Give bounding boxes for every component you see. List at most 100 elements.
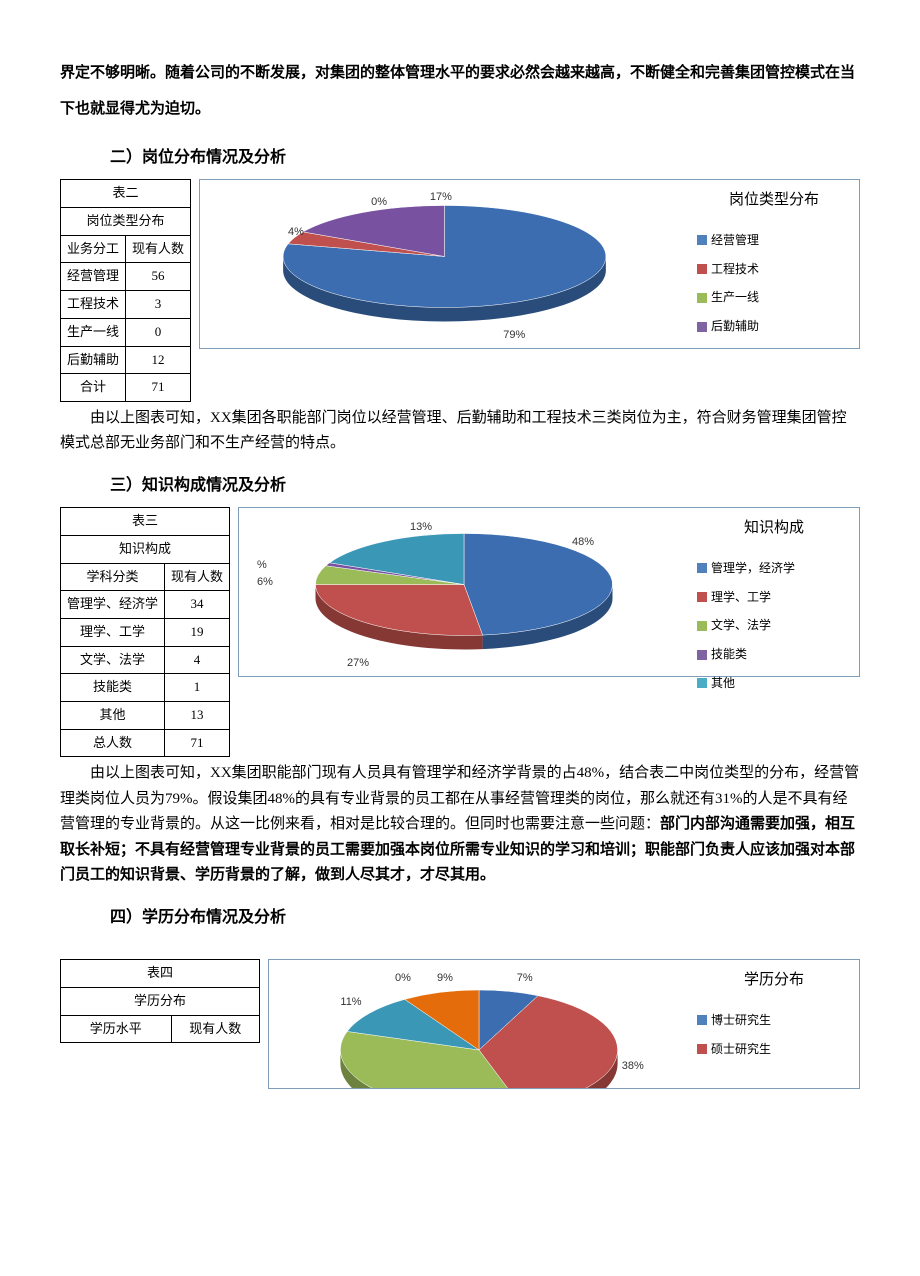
chart-title: 岗位类型分布 xyxy=(697,186,851,215)
chart-3: 48%27%6%%13% 知识构成 管理学，经济学理学、工学文学、法学技能类其他 xyxy=(238,507,860,677)
table-subtitle: 岗位类型分布 xyxy=(61,208,191,236)
col-header: 学历水平 xyxy=(61,1015,172,1043)
cell: 71 xyxy=(126,374,191,402)
pie-pct-label: 0% xyxy=(395,968,411,989)
section-2-block: 表二 岗位类型分布 业务分工 现有人数 经营管理56工程技术3生产一线0后勤辅助… xyxy=(60,179,860,402)
legend-item: 生产一线 xyxy=(697,286,851,309)
legend-item: 后勤辅助 xyxy=(697,315,851,338)
col-header: 业务分工 xyxy=(61,235,126,263)
table-3: 表三 知识构成 学科分类 现有人数 管理学、经济学34理学、工学19文学、法学4… xyxy=(60,507,230,757)
legend-label: 文学、法学 xyxy=(711,614,771,637)
cell: 0 xyxy=(126,318,191,346)
legend-item: 经营管理 xyxy=(697,229,851,252)
legend-swatch xyxy=(697,650,707,660)
table-row: 理学、工学19 xyxy=(61,619,230,647)
cell: 34 xyxy=(165,591,230,619)
chart-title: 学历分布 xyxy=(697,966,851,995)
cell: 3 xyxy=(126,291,191,319)
table-subtitle: 知识构成 xyxy=(61,535,230,563)
chart-4: 7% 38% 11% 9% 0% 学历分布 博士研究生硕士研究生 xyxy=(268,959,860,1089)
pie-pct-label: 13% xyxy=(410,517,432,538)
cell: 技能类 xyxy=(61,674,165,702)
cell: 合计 xyxy=(61,374,126,402)
pie-pct-label: 9% xyxy=(437,968,453,989)
section-2-title: 二）岗位分布情况及分析 xyxy=(110,143,860,173)
legend-label: 工程技术 xyxy=(711,258,759,281)
legend-label: 博士研究生 xyxy=(711,1009,771,1032)
table-caption: 表四 xyxy=(61,960,260,988)
chart-title: 知识构成 xyxy=(697,514,851,543)
cell: 1 xyxy=(165,674,230,702)
cell: 13 xyxy=(165,702,230,730)
legend-swatch xyxy=(697,1015,707,1025)
section-4-block: 表四 学历分布 学历水平 现有人数 7% 38% 11% 9% 0% 学历分布 博士研究… xyxy=(60,959,860,1089)
table-row: 其他13 xyxy=(61,702,230,730)
legend-swatch xyxy=(697,293,707,303)
section-3-analysis: 由以上图表可知，XX集团职能部门现有人员具有管理学和经济学背景的占48%，结合表… xyxy=(60,761,860,889)
legend-swatch xyxy=(697,563,707,573)
table-4: 表四 学历分布 学历水平 现有人数 xyxy=(60,959,260,1043)
pie-pct-label: 17% xyxy=(430,187,452,208)
legend-item: 技能类 xyxy=(697,643,851,666)
legend-item: 文学、法学 xyxy=(697,614,851,637)
table-row: 后勤辅助12 xyxy=(61,346,191,374)
legend-label: 技能类 xyxy=(711,643,747,666)
legend-label: 硕士研究生 xyxy=(711,1038,771,1061)
pie-pct-label: 0% xyxy=(371,192,387,213)
pie-pct-label: 4% xyxy=(288,222,304,243)
table-row: 经营管理56 xyxy=(61,263,191,291)
legend-item: 工程技术 xyxy=(697,258,851,281)
legend-label: 理学、工学 xyxy=(711,586,771,609)
table-row: 管理学、经济学34 xyxy=(61,591,230,619)
section-3-block: 表三 知识构成 学科分类 现有人数 管理学、经济学34理学、工学19文学、法学4… xyxy=(60,507,860,757)
table-2: 表二 岗位类型分布 业务分工 现有人数 经营管理56工程技术3生产一线0后勤辅助… xyxy=(60,179,191,402)
legend-label: 其他 xyxy=(711,672,735,695)
chart-2: 79% 4% 0% 17% 岗位类型分布 经营管理工程技术生产一线后勤辅助 xyxy=(199,179,860,349)
legend-item: 理学、工学 xyxy=(697,586,851,609)
cell: 后勤辅助 xyxy=(61,346,126,374)
table-row: 文学、法学4 xyxy=(61,646,230,674)
cell: 经营管理 xyxy=(61,263,126,291)
legend-item: 管理学，经济学 xyxy=(697,557,851,580)
legend-label: 后勤辅助 xyxy=(711,315,759,338)
cell: 其他 xyxy=(61,702,165,730)
cell: 总人数 xyxy=(61,729,165,757)
legend-item: 其他 xyxy=(697,672,851,695)
table-subtitle: 学历分布 xyxy=(61,988,260,1016)
legend-swatch xyxy=(697,1044,707,1054)
legend-item: 博士研究生 xyxy=(697,1009,851,1032)
col-header: 现有人数 xyxy=(126,235,191,263)
legend-label: 管理学，经济学 xyxy=(711,557,795,580)
legend-swatch xyxy=(697,235,707,245)
cell: 4 xyxy=(165,646,230,674)
pie-pct-label: 79% xyxy=(503,325,525,346)
col-header: 学科分类 xyxy=(61,563,165,591)
cell: 生产一线 xyxy=(61,318,126,346)
pie-pct-label: 48% xyxy=(572,532,594,553)
cell: 12 xyxy=(126,346,191,374)
table-row: 生产一线0 xyxy=(61,318,191,346)
pie-pct-label: 11% xyxy=(340,992,361,1013)
cell: 理学、工学 xyxy=(61,619,165,647)
cell: 56 xyxy=(126,263,191,291)
table-row: 合计71 xyxy=(61,374,191,402)
col-header: 现有人数 xyxy=(165,563,230,591)
legend-swatch xyxy=(697,264,707,274)
col-header: 现有人数 xyxy=(171,1015,259,1043)
table-row: 技能类1 xyxy=(61,674,230,702)
legend-swatch xyxy=(697,592,707,602)
table-caption: 表二 xyxy=(61,180,191,208)
legend-swatch xyxy=(697,678,707,688)
legend-label: 生产一线 xyxy=(711,286,759,309)
pie-pct-label: 38% xyxy=(622,1056,644,1077)
table-row: 工程技术3 xyxy=(61,291,191,319)
cell: 19 xyxy=(165,619,230,647)
cell: 文学、法学 xyxy=(61,646,165,674)
section-3-title: 三）知识构成情况及分析 xyxy=(110,471,860,501)
section-4-title: 四）学历分布情况及分析 xyxy=(110,903,860,933)
table-caption: 表三 xyxy=(61,508,230,536)
pie-pct-label: 27% xyxy=(347,653,369,674)
pie-pct-label: 7% xyxy=(517,968,533,989)
legend-swatch xyxy=(697,322,707,332)
table-row: 总人数71 xyxy=(61,729,230,757)
